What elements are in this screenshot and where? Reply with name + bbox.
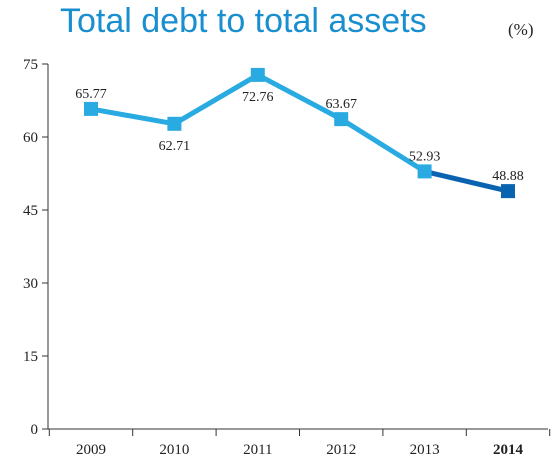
series-line-segment bbox=[171, 72, 261, 127]
data-label: 72.76 bbox=[242, 90, 274, 105]
x-tick-label: 2010 bbox=[159, 442, 189, 458]
data-label: 63.67 bbox=[325, 97, 357, 112]
data-label: 52.93 bbox=[409, 149, 441, 164]
data-label: 65.77 bbox=[75, 87, 107, 102]
x-tick-label: 2013 bbox=[410, 442, 440, 458]
data-point-marker bbox=[501, 184, 515, 199]
x-tick-label: 2014 bbox=[493, 442, 524, 458]
data-point-marker bbox=[250, 67, 265, 82]
y-tick-label: 30 bbox=[23, 276, 38, 292]
x-tick-label: 2011 bbox=[243, 442, 272, 458]
y-tick-label: 75 bbox=[23, 57, 38, 73]
series-line-segment bbox=[422, 168, 511, 194]
x-tick-label: 2012 bbox=[326, 442, 356, 458]
series-line-segment bbox=[255, 72, 344, 122]
unit-label: (%) bbox=[508, 20, 534, 39]
y-tick-label: 45 bbox=[23, 203, 38, 219]
data-label: 48.88 bbox=[492, 169, 524, 184]
data-point-marker bbox=[334, 112, 349, 127]
data-point-marker bbox=[167, 116, 182, 131]
y-tick-label: 0 bbox=[31, 422, 39, 438]
y-tick-label: 60 bbox=[23, 130, 38, 146]
data-point-marker bbox=[84, 101, 98, 116]
y-tick-label: 15 bbox=[23, 349, 38, 365]
data-label: 62.71 bbox=[159, 139, 191, 154]
series-line-segment bbox=[338, 116, 428, 174]
data-point-marker bbox=[417, 164, 432, 179]
x-tick-label: 2009 bbox=[76, 442, 106, 458]
series-line-segment bbox=[88, 106, 177, 127]
chart-title: Total debt to total assets bbox=[60, 2, 427, 40]
